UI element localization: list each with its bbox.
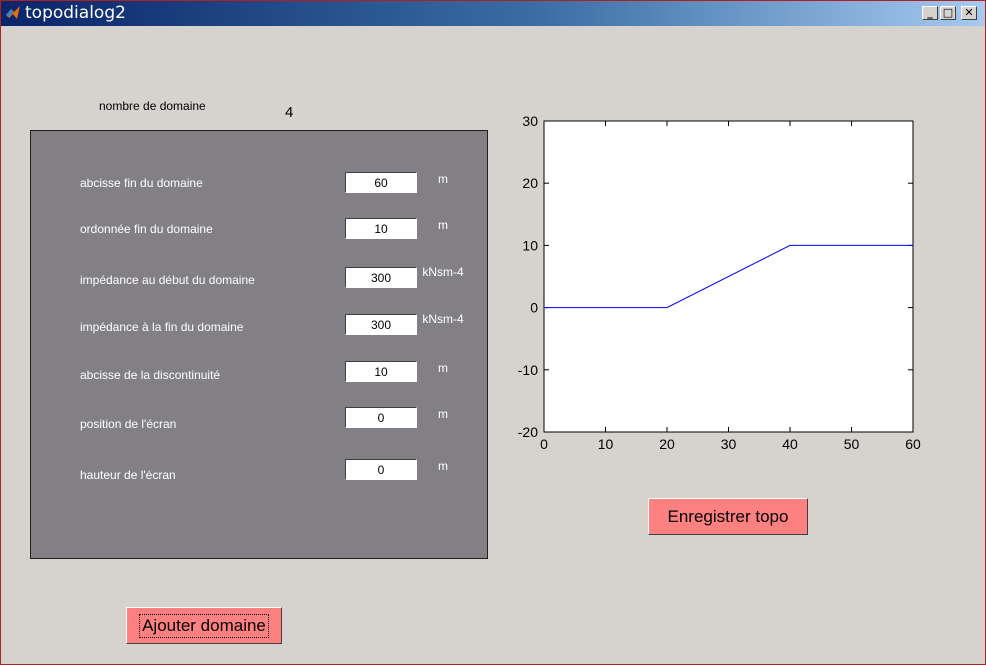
row-unit: m	[438, 172, 448, 186]
row-label: position de l'écran	[80, 417, 177, 431]
y-tick-label: 10	[522, 237, 538, 253]
form-row: impédance au début du domaine kNsm-4	[31, 265, 487, 291]
row-unit: kNsm-4	[422, 312, 464, 326]
add-domain-button[interactable]: Ajouter domaine	[126, 607, 282, 644]
row-label: hauteur de l'écran	[80, 468, 176, 482]
matlab-app-icon	[6, 6, 20, 19]
form-row: hauteur de l'écran m	[31, 459, 487, 483]
minimize-icon: _	[927, 6, 933, 19]
row-label: impédance au début du domaine	[80, 273, 255, 287]
hauteur-ecran-input[interactable]	[345, 459, 417, 480]
domain-count-label: nombre de domaine	[99, 99, 206, 113]
row-label: ordonnée fin du domaine	[80, 222, 213, 236]
x-tick-label: 40	[782, 436, 798, 452]
maximize-icon: □	[942, 6, 954, 19]
save-topo-label: Enregistrer topo	[667, 506, 789, 526]
abcisse-fin-input[interactable]	[345, 172, 417, 193]
form-row: abcisse de la discontinuité m	[31, 361, 487, 385]
row-unit: m	[438, 407, 448, 421]
save-topo-button[interactable]: Enregistrer topo	[648, 498, 808, 535]
y-tick-label: 20	[522, 175, 538, 191]
close-icon: ✕	[964, 6, 974, 19]
form-row: ordonnée fin du domaine m	[31, 218, 487, 242]
domain-count-value: 4	[285, 104, 294, 121]
x-tick-label: 20	[659, 436, 675, 452]
form-row: position de l'écran m	[31, 407, 487, 431]
y-tick-label: 0	[530, 300, 538, 316]
row-label: abcisse fin du domaine	[80, 176, 203, 190]
row-label: impédance à la fin du domaine	[80, 320, 244, 334]
y-tick-label: -10	[518, 362, 538, 378]
form-row: impédance à la fin du domaine kNsm-4	[31, 312, 487, 338]
row-label: abcisse de la discontinuité	[80, 368, 221, 382]
x-tick-label: 60	[905, 436, 921, 452]
minimize-button[interactable]: _	[922, 6, 938, 20]
position-ecran-input[interactable]	[345, 407, 417, 428]
x-tick-label: 50	[844, 436, 860, 452]
add-domain-label: Ajouter domaine	[139, 613, 269, 638]
x-tick-label: 30	[721, 436, 737, 452]
row-unit: m	[438, 361, 448, 375]
row-unit: m	[438, 459, 448, 473]
row-unit: kNsm-4	[422, 265, 464, 279]
impedance-fin-input[interactable]	[345, 314, 417, 335]
y-tick-label: 30	[522, 113, 538, 129]
row-unit: m	[438, 218, 448, 232]
topography-line	[544, 244, 913, 309]
title-bar[interactable]: topodialog2 _ □ ✕	[1, 1, 985, 26]
ordonnee-fin-input[interactable]	[345, 218, 417, 239]
y-tick-label: -20	[518, 424, 538, 440]
domain-parameters-panel: abcisse fin du domaine m ordonnée fin du…	[30, 130, 488, 559]
maximize-button[interactable]: □	[940, 6, 956, 20]
topography-plot: 0 10 20 30 40 50 60 -20 -10 0 10 20 30	[518, 113, 921, 452]
impedance-debut-input[interactable]	[345, 267, 417, 288]
abcisse-discontinuite-input[interactable]	[345, 361, 417, 382]
x-tick-label: 0	[540, 436, 548, 452]
window-title: topodialog2	[25, 3, 126, 23]
close-button[interactable]: ✕	[961, 6, 977, 20]
x-tick-label: 10	[598, 436, 614, 452]
form-row: abcisse fin du domaine m	[31, 172, 487, 196]
plot-tick-labels: 0 10 20 30 40 50 60 -20 -10 0 10 20 30	[518, 113, 921, 452]
